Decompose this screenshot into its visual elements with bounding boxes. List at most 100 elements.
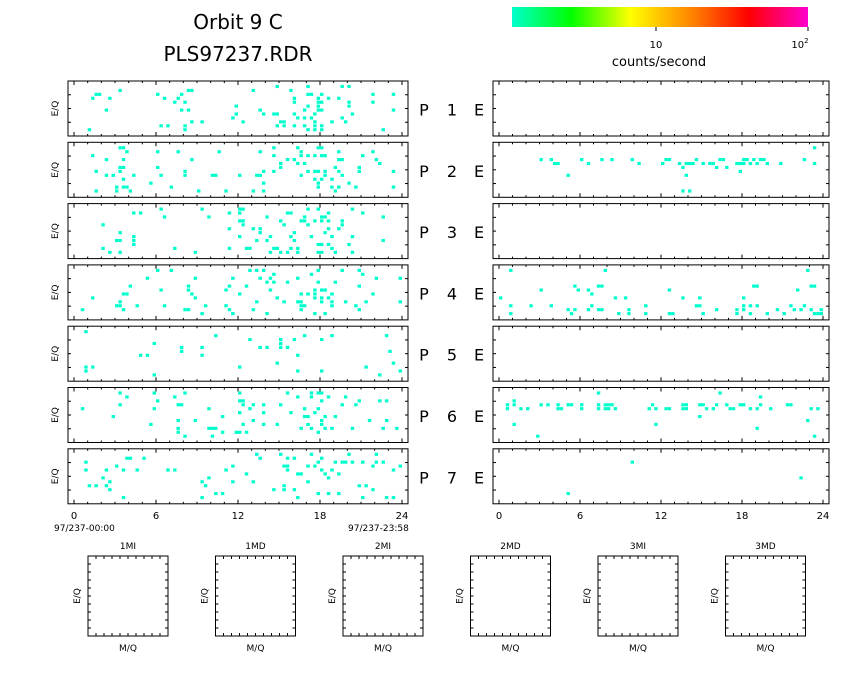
p-panel-3-count-cell — [306, 207, 310, 211]
e-panel-4-count-cell — [742, 308, 746, 312]
spectrogram-row-4: E/Q P 4 E — [51, 264, 830, 321]
p-panel-2-count-cell — [347, 181, 351, 185]
p-panel-6-count-cell — [214, 426, 218, 430]
e-panel-2-count-cell — [566, 173, 570, 177]
e-panel-2-count-cell — [752, 158, 756, 162]
e-panel-4-count-cell — [715, 308, 719, 312]
e-panel-4-count-cell — [529, 304, 533, 308]
p-panel-6-count-cell — [343, 395, 348, 399]
p-panel-5-count-cell — [296, 369, 300, 373]
p-panel-7-count-cell — [200, 480, 204, 484]
p-panel-5-count-cell — [179, 349, 184, 353]
p-panel-4-count-cell — [91, 296, 95, 300]
e-panel-2-count-cell — [664, 158, 668, 162]
p-panel-4-count-cell — [224, 288, 228, 292]
p-panel-3-count-cell — [162, 215, 167, 219]
p-panel-4-count-cell — [255, 268, 259, 272]
e-panel-6-count-cell — [758, 395, 763, 399]
p-panel-4-count-cell — [128, 284, 133, 288]
p-panel-6-count-cell — [333, 415, 338, 419]
e-panel-6-count-cell — [607, 403, 611, 407]
e-panel-4-count-cell — [812, 312, 817, 316]
p-panel-2-count-cell — [391, 185, 396, 189]
row-e-label: E — [474, 101, 484, 120]
p-panel-4-count-cell — [169, 268, 174, 272]
p-panel-3-count-cell — [258, 231, 262, 235]
row-number: 7 — [447, 468, 457, 487]
p-panel-5-count-cell — [91, 365, 95, 369]
e-panel-6-count-cell — [505, 407, 510, 411]
e-panel-6-frame — [492, 387, 830, 443]
p-panel-6-count-cell — [395, 426, 399, 430]
p-panel-4-count-cell — [227, 308, 232, 312]
p-panel-4-count-cell — [227, 284, 232, 288]
p-panel-1-count-cell — [371, 100, 375, 104]
p-panel-5-count-cell — [265, 345, 269, 349]
p-panel-4-count-cell — [330, 304, 334, 308]
e-panel-6-count-cell — [816, 407, 820, 411]
e-panel-6-count-cell — [742, 403, 746, 407]
p-panel-1-count-cell — [347, 104, 351, 108]
p-panel-2-count-cell — [306, 154, 310, 158]
p-panel-4-count-cell — [265, 312, 269, 316]
e-panel-4-count-cell — [644, 304, 648, 308]
e-panel-2-count-cell — [779, 161, 783, 166]
e-panel-4-count-cell — [613, 296, 618, 300]
mass-panel-xlabel: M/Q — [119, 644, 137, 654]
p-panel-2-count-cell — [279, 161, 283, 166]
p-panel-6-count-cell — [340, 403, 344, 407]
p-panel-1-count-cell — [166, 124, 170, 128]
p-panel-2-count-cell — [272, 169, 276, 173]
p-panel-3-count-cell — [200, 207, 204, 211]
p-panel-5-count-cell — [378, 373, 382, 377]
p-panel-2-count-cell — [330, 177, 334, 181]
p-panel-4-count-cell — [268, 288, 273, 292]
y-axis-label: E/Q — [51, 101, 61, 117]
e-panel-2-count-cell — [708, 161, 712, 166]
p-panel-1-count-cell — [282, 120, 286, 124]
e-panel-6-count-cell — [505, 403, 510, 407]
p-panel-1-count-cell — [231, 116, 235, 120]
e-x-tick-label: 24 — [817, 511, 830, 522]
p-panel-2-count-cell — [391, 169, 396, 173]
e-panel-4-count-cell — [617, 312, 621, 316]
p-panel-3-count-cell — [227, 246, 232, 250]
p-panel-7-count-cell — [337, 472, 341, 476]
p-panel-2-count-cell — [121, 177, 126, 181]
p-panel-3-count-cell — [333, 250, 338, 254]
p-panel-2-count-cell — [214, 173, 218, 177]
spectrogram-row-7: E/Q P 7 E — [51, 448, 830, 505]
mass-panel-title: 2MD — [500, 542, 520, 552]
p-panel-3-count-cell — [340, 219, 344, 223]
e-panel-7-count-cell — [566, 492, 570, 496]
e-panel-2-count-cell — [738, 161, 742, 166]
p-panel-3-count-cell — [244, 246, 249, 250]
p-panel-7-count-cell — [306, 464, 310, 468]
e-panel-2-count-cell — [684, 161, 688, 166]
p-panel-1-count-cell — [320, 108, 324, 112]
e-panel-6-count-cell — [647, 407, 651, 411]
p-panel-4-count-cell — [125, 292, 129, 296]
e-panel-2-count-cell — [711, 161, 715, 166]
p-panel-3-count-cell — [320, 242, 324, 247]
e-panel-6-count-cell — [789, 403, 793, 407]
p-panel-6-count-cell — [207, 426, 211, 430]
p-panel-6-count-cell — [320, 399, 324, 403]
e-panel-4-count-cell — [671, 312, 675, 316]
p-panel-2-count-cell — [361, 154, 365, 158]
p-panel-6-count-cell — [323, 426, 327, 430]
e-panel-4-count-cell — [792, 308, 796, 312]
p-panel-2-count-cell — [115, 185, 119, 189]
e-panel-4-count-cell — [819, 308, 823, 312]
p-panel-5-count-cell — [391, 361, 396, 365]
p-panel-2-count-cell — [292, 158, 297, 162]
p-panel-4-count-cell — [361, 272, 365, 276]
p-panel-2-count-cell — [128, 189, 133, 193]
e-panel-6-count-cell — [512, 403, 516, 407]
p-panel-4-count-cell — [357, 268, 361, 272]
p-panel-5-count-cell — [152, 373, 156, 377]
p-panel-3-count-cell — [320, 219, 324, 223]
p-panel-7-count-cell — [292, 456, 297, 460]
p-panel-1-count-cell — [289, 88, 293, 92]
p-panel-2-count-cell — [316, 146, 320, 150]
